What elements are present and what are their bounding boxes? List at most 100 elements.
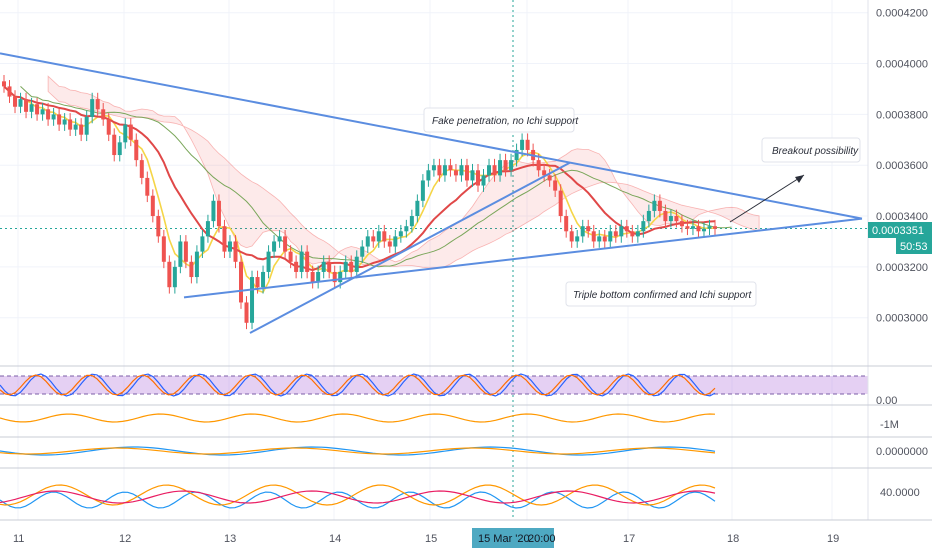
candle-body bbox=[310, 271, 315, 283]
candle-body bbox=[294, 261, 299, 272]
candle-body bbox=[624, 226, 629, 232]
cloud-area bbox=[47, 75, 760, 269]
price-tick-label: 0.0003800 bbox=[876, 109, 928, 121]
candle-body bbox=[150, 195, 155, 217]
candle-body bbox=[227, 241, 232, 252]
candle-body bbox=[492, 165, 497, 176]
candle-body bbox=[266, 251, 271, 272]
candle-body bbox=[35, 104, 40, 115]
candle-body bbox=[575, 236, 580, 242]
candle-body bbox=[200, 236, 205, 252]
candle-body bbox=[376, 231, 381, 242]
candle-body bbox=[426, 170, 431, 181]
volume-tick: -1M bbox=[880, 419, 899, 431]
candle-body bbox=[509, 160, 514, 171]
candle-body bbox=[338, 271, 343, 283]
candle-body bbox=[597, 236, 602, 242]
candle-body bbox=[255, 277, 260, 288]
candle-body bbox=[349, 261, 354, 272]
candle-body bbox=[156, 216, 161, 237]
time-tick-label: 17 bbox=[623, 533, 635, 545]
candle-body bbox=[261, 271, 266, 288]
stoch-d-line bbox=[0, 374, 716, 396]
candle-body bbox=[464, 165, 469, 181]
candle-body bbox=[608, 231, 613, 242]
candle-body bbox=[112, 134, 117, 156]
signal-line bbox=[0, 447, 716, 455]
time-tick-label: 19 bbox=[827, 533, 839, 545]
candle-body bbox=[172, 266, 177, 288]
candle-body bbox=[145, 177, 150, 196]
ema-fast-line bbox=[3, 85, 715, 294]
countdown-label: 50:53 bbox=[896, 238, 932, 254]
candle-body bbox=[619, 226, 624, 237]
time-tick-label: 18 bbox=[727, 533, 739, 545]
candle-body bbox=[525, 139, 530, 150]
candle-body bbox=[498, 160, 503, 176]
candle-body bbox=[470, 170, 475, 181]
stoch-tick: 0.00 bbox=[876, 395, 897, 407]
candle-body bbox=[409, 216, 414, 227]
candle-body bbox=[18, 99, 23, 107]
candle-body bbox=[90, 99, 95, 117]
candle-body bbox=[51, 114, 56, 120]
price-tick-label: 0.0003000 bbox=[876, 313, 928, 325]
candle-body bbox=[646, 210, 651, 222]
breakout-arrow bbox=[729, 174, 805, 223]
annotation-fake-penetration[interactable]: Fake penetration, no Ichi support bbox=[423, 107, 579, 133]
candle-body bbox=[657, 200, 662, 211]
candle-body bbox=[520, 139, 525, 150]
price-tick-label: 0.0004200 bbox=[876, 8, 928, 20]
candle-body bbox=[222, 226, 227, 252]
candle-body bbox=[542, 170, 547, 176]
candle-body bbox=[393, 236, 398, 247]
adx-line bbox=[0, 490, 716, 504]
candle-body bbox=[696, 226, 701, 232]
dmi-tick: 40.0000 bbox=[880, 487, 920, 499]
candle-body bbox=[431, 165, 436, 171]
candle-body bbox=[586, 226, 591, 232]
candle-body bbox=[713, 226, 717, 229]
candle-body bbox=[332, 271, 337, 283]
candle-body bbox=[250, 277, 255, 323]
candle-body bbox=[591, 231, 596, 242]
ema-slow-line bbox=[3, 85, 716, 272]
candle-body bbox=[448, 165, 453, 171]
candle-body bbox=[161, 236, 166, 262]
candle-body bbox=[84, 116, 89, 135]
candle-body bbox=[360, 246, 365, 257]
time-tick-label: 14 bbox=[329, 533, 341, 545]
macd-tick: 0.0000000 bbox=[876, 446, 928, 458]
candle-body bbox=[536, 160, 541, 171]
candle-body bbox=[7, 86, 12, 97]
candle-body bbox=[139, 160, 144, 178]
fake-breakout-trendline bbox=[249, 161, 571, 334]
candle-body bbox=[101, 109, 106, 120]
annotation-triple-bottom[interactable]: Triple bottom confirmed and Ichi support bbox=[565, 281, 757, 307]
candle-body bbox=[29, 104, 34, 112]
arrow-head-icon bbox=[795, 175, 804, 183]
candle-body bbox=[299, 251, 304, 272]
dmi-minus-line bbox=[0, 484, 716, 506]
candle-body bbox=[630, 231, 635, 237]
candlestick-series[interactable] bbox=[2, 74, 717, 330]
candle-body bbox=[635, 231, 640, 237]
support-trendline bbox=[183, 217, 863, 299]
candle-body bbox=[40, 109, 45, 115]
candle-body bbox=[476, 170, 480, 186]
candle-body bbox=[316, 271, 321, 283]
price-tick-label: 0.0004000 bbox=[876, 59, 928, 71]
candle-body bbox=[387, 241, 392, 247]
price-tick-label: 0.0003400 bbox=[876, 211, 928, 223]
ichimoku-cloud bbox=[47, 75, 760, 269]
time-tick-label: 11 bbox=[13, 533, 24, 545]
candle-body bbox=[305, 251, 310, 272]
candle-body bbox=[106, 119, 111, 135]
annotation-breakout[interactable]: Breakout possibility bbox=[761, 137, 861, 163]
candle-body bbox=[690, 226, 695, 229]
candle-body bbox=[707, 226, 712, 229]
candle-body bbox=[327, 261, 332, 272]
candle-body bbox=[13, 96, 18, 107]
